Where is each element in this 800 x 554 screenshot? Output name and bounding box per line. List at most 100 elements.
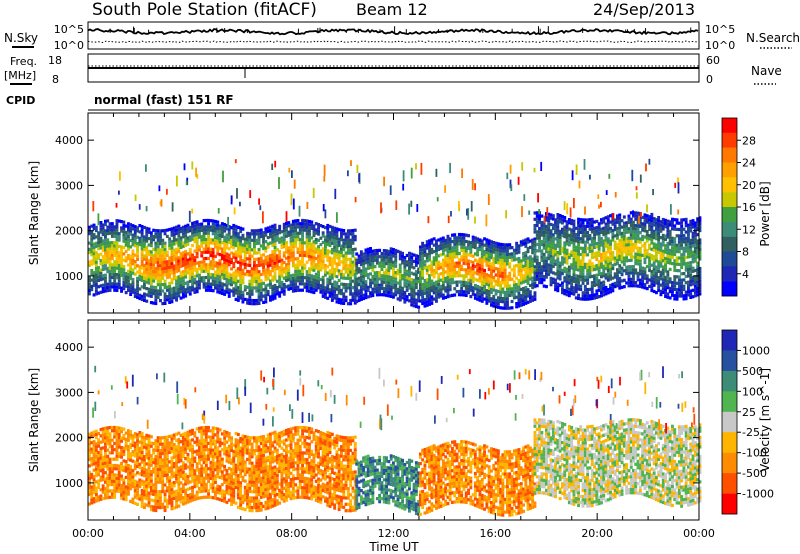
power-echo-cell [294, 273, 298, 277]
power-speckle [222, 170, 224, 183]
power-echo-cell [301, 272, 304, 276]
power-echo-cell [168, 243, 172, 247]
power-echo-cell [385, 293, 388, 297]
power-echo-cell [234, 243, 238, 248]
power-echo-cell [570, 285, 574, 289]
power-echo-cell [335, 233, 339, 237]
power-echo-cell [666, 229, 670, 233]
power-echo-cell [305, 247, 309, 252]
power-echo-cell [225, 284, 229, 288]
power-echo-cell [437, 276, 441, 280]
power-echo-cell [579, 252, 583, 257]
power-echo-cell [403, 259, 407, 263]
power-echo-cell [136, 226, 139, 230]
power-echo-cell [492, 244, 496, 248]
power-echo-cell [425, 265, 429, 269]
power-echo-cell [294, 289, 298, 293]
power-echo-cell [570, 263, 574, 267]
power-echo-cell [659, 220, 663, 224]
power-echo-cell [177, 291, 181, 295]
power-echo-cell [627, 236, 631, 240]
power-echo-cell [99, 230, 103, 234]
power-echo-cell [230, 279, 233, 284]
power-echo-cell [273, 271, 277, 275]
power-echo-cell [567, 233, 571, 237]
power-echo-cell [308, 223, 311, 227]
power-echo-cell [638, 284, 642, 289]
power-echo-cell [595, 257, 599, 261]
power-echo-cell [175, 250, 178, 255]
power-echo-cell [577, 258, 580, 263]
power-echo-cell [266, 270, 270, 275]
power-echo-cell [92, 258, 96, 262]
power-echo-cell [152, 285, 156, 289]
power-echo-cell [357, 270, 361, 274]
power-echo-cell [659, 289, 663, 293]
power-echo-cell [161, 257, 165, 261]
power-echo-cell [303, 222, 307, 226]
power-echo-cell [101, 258, 105, 262]
power-echo-cell [629, 284, 633, 288]
power-echo-cell [326, 284, 330, 288]
power-colorbar-swatch [722, 118, 737, 134]
power-echo-cell [234, 278, 238, 282]
power-echo-cell [223, 242, 227, 246]
power-echo-cell [636, 233, 640, 237]
power-echo-cell [296, 272, 300, 277]
power-echo-cell [92, 242, 96, 246]
power-echo-cell [120, 270, 123, 274]
power-echo-cell [684, 221, 688, 225]
power-echo-cell [542, 278, 546, 282]
power-speckle [674, 182, 677, 188]
power-speckle [470, 201, 473, 212]
power-echo-cell [92, 252, 96, 256]
power-echo-cell [275, 279, 279, 283]
power-echo-cell [531, 241, 535, 245]
power-echo-cell [696, 239, 700, 243]
power-echo-cell [177, 237, 181, 241]
power-echo-cell [616, 230, 619, 234]
power-echo-cell [664, 291, 667, 295]
power-echo-cell [549, 257, 553, 261]
power-echo-cell [113, 228, 117, 232]
power-echo-cell [595, 279, 599, 284]
power-echo-cell [462, 277, 466, 281]
power-echo-cell [460, 242, 464, 246]
power-echo-cell [129, 254, 133, 258]
power-echo-cell [285, 240, 288, 245]
power-echo-cell [620, 235, 624, 239]
power-echo-cell [538, 277, 541, 281]
power-echo-cell [207, 222, 210, 226]
power-echo-cell [298, 260, 302, 264]
power-echo-cell [351, 279, 355, 283]
power-echo-cell [554, 278, 557, 282]
power-echo-cell [526, 269, 530, 273]
power-echo-cell [106, 225, 110, 229]
power-echo-cell [220, 285, 224, 289]
power-echo-cell [595, 229, 599, 233]
power-echo-cell [273, 268, 277, 272]
power-echo-cell [462, 242, 466, 246]
power-echo-cell [657, 263, 661, 267]
power-echo-cell [581, 227, 585, 231]
power-echo-cell [101, 242, 105, 246]
power-echo-cell [485, 241, 489, 245]
power-echo-cell [577, 233, 580, 237]
power-echo-cell [124, 278, 128, 282]
power-echo-cell [526, 246, 530, 251]
power-echo-cell [193, 249, 197, 253]
power-echo-cell [385, 284, 388, 288]
power-echo-cell [437, 263, 441, 267]
power-echo-cell [577, 293, 580, 297]
power-echo-cell [227, 288, 231, 292]
power-echo-cell [177, 284, 181, 288]
power-echo-cell [278, 278, 282, 282]
power-speckle [290, 193, 293, 206]
power-echo-cell [216, 249, 220, 253]
power-echo-cell [638, 281, 642, 285]
power-echo-cell [353, 288, 357, 292]
power-echo-cell [97, 266, 101, 270]
power-echo-cell [480, 286, 484, 291]
power-echo-cell [129, 245, 133, 249]
power-echo-cell [239, 277, 243, 281]
